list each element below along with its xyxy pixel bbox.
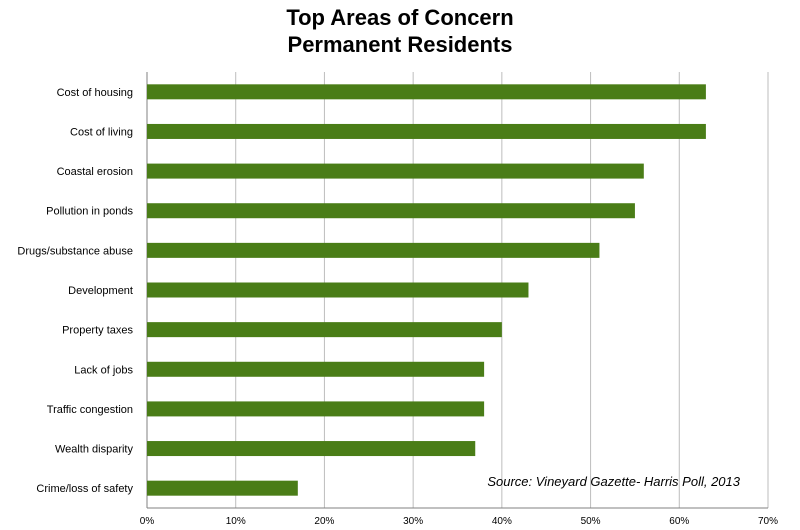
category-label: Wealth disparity: [55, 444, 134, 456]
bars: [147, 84, 706, 496]
x-tick-labels: 0% 10% 20% 30% 40% 50% 60% 70%: [140, 516, 778, 527]
bar: [147, 242, 600, 258]
category-label: Coastal erosion: [57, 166, 133, 178]
category-label: Lack of jobs: [74, 364, 133, 376]
x-tick-label: 0%: [140, 516, 155, 527]
bar: [147, 361, 485, 377]
category-label: Drugs/substance abuse: [17, 245, 133, 257]
bar: [147, 401, 485, 417]
category-labels: Cost of housing Cost of living Coastal ero…: [17, 87, 133, 495]
category-label: Cost of housing: [57, 87, 133, 99]
bar: [147, 203, 635, 219]
bar: [147, 480, 298, 496]
category-label: Cost of living: [70, 126, 133, 138]
x-tick-label: 20%: [314, 516, 334, 527]
category-label: Pollution in ponds: [46, 206, 133, 218]
x-tick-label: 70%: [758, 516, 778, 527]
bar: [147, 84, 706, 100]
chart-title: Top Areas of Concern: [286, 5, 514, 30]
source-annotation: Source: Vineyard Gazette- Harris Poll, 2…: [487, 474, 740, 489]
chart-subtitle: Permanent Residents: [287, 32, 513, 57]
category-label: Development: [68, 285, 133, 297]
x-tick-label: 10%: [226, 516, 246, 527]
x-tick-label: 60%: [669, 516, 689, 527]
x-tick-label: 30%: [403, 516, 423, 527]
bar: [147, 441, 476, 457]
bar: [147, 322, 502, 338]
bar: [147, 163, 644, 179]
bar: [147, 282, 529, 298]
x-tick-label: 50%: [581, 516, 601, 527]
x-tick-label: 40%: [492, 516, 512, 527]
bar: [147, 123, 706, 139]
category-label: Crime/loss of safety: [36, 483, 133, 495]
category-label: Property taxes: [62, 325, 133, 337]
category-label: Traffic congestion: [47, 404, 133, 416]
